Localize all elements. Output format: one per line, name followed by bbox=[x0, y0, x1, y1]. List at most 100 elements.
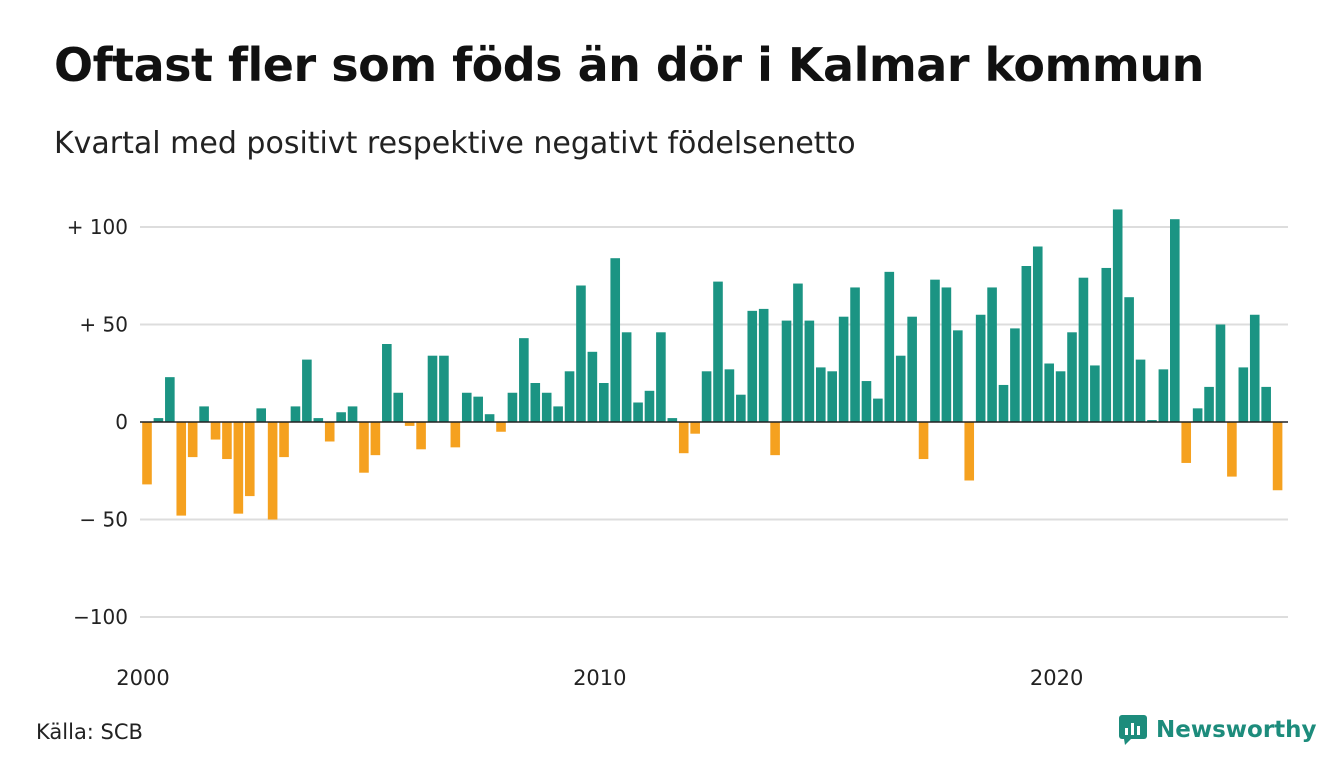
bar bbox=[713, 281, 723, 422]
brand-name: Newsworthy bbox=[1156, 717, 1317, 743]
bar bbox=[324, 422, 335, 442]
bar bbox=[233, 422, 244, 514]
bar bbox=[861, 381, 872, 422]
bar bbox=[1044, 363, 1054, 422]
bar bbox=[496, 422, 506, 432]
bar bbox=[907, 316, 917, 422]
bar bbox=[1204, 386, 1214, 422]
bar bbox=[279, 422, 289, 458]
bar bbox=[1090, 365, 1100, 422]
bar bbox=[1170, 219, 1180, 422]
bar bbox=[302, 359, 312, 422]
bar bbox=[176, 422, 187, 516]
bar bbox=[850, 287, 860, 422]
bar bbox=[678, 422, 689, 454]
bar bbox=[484, 414, 495, 422]
bar bbox=[838, 316, 849, 422]
bar bbox=[633, 402, 643, 422]
bar bbox=[370, 422, 381, 456]
bar bbox=[347, 406, 358, 422]
bar bbox=[393, 392, 404, 422]
bar bbox=[793, 283, 803, 422]
bar bbox=[1021, 266, 1032, 422]
bar bbox=[1215, 324, 1226, 422]
bars bbox=[142, 209, 1283, 520]
bar bbox=[1101, 267, 1112, 422]
bar bbox=[1124, 297, 1134, 422]
bar bbox=[461, 392, 472, 422]
bar bbox=[975, 314, 986, 422]
bar bbox=[1238, 367, 1249, 422]
bar bbox=[1112, 209, 1123, 422]
bar bbox=[1272, 422, 1283, 491]
x-tick-label: 2000 bbox=[116, 666, 169, 690]
bar bbox=[724, 369, 735, 422]
bar bbox=[1227, 422, 1237, 477]
bar bbox=[1147, 420, 1157, 422]
bar bbox=[621, 332, 632, 422]
bar bbox=[576, 285, 586, 422]
bar bbox=[895, 355, 906, 422]
bar bbox=[244, 422, 255, 497]
x-tick-label: 2020 bbox=[1030, 666, 1083, 690]
bar bbox=[1067, 332, 1077, 422]
bar bbox=[427, 355, 438, 422]
bar bbox=[313, 418, 324, 422]
bar bbox=[541, 392, 552, 422]
y-tick-label: 0 bbox=[115, 410, 128, 434]
bar bbox=[519, 338, 529, 422]
bar bbox=[210, 422, 221, 440]
bar bbox=[473, 396, 483, 422]
newsworthy-icon bbox=[1119, 715, 1147, 745]
bar bbox=[439, 355, 449, 422]
bar bbox=[781, 320, 792, 422]
bar bbox=[1261, 386, 1271, 422]
bar bbox=[1135, 359, 1146, 422]
bar bbox=[507, 392, 518, 422]
bar bbox=[667, 418, 678, 422]
bar bbox=[599, 383, 609, 422]
bar bbox=[142, 422, 152, 485]
brand-logo[interactable]: Newsworthy bbox=[1118, 714, 1317, 746]
bar bbox=[644, 390, 655, 422]
bar bbox=[1032, 246, 1043, 422]
bar bbox=[873, 398, 883, 422]
y-tick-label: + 100 bbox=[67, 215, 128, 239]
bar bbox=[530, 383, 541, 422]
bar bbox=[827, 371, 837, 422]
bar bbox=[382, 344, 392, 422]
bar bbox=[450, 422, 461, 448]
chart-subtitle: Kvartal med positivt respektive negativt… bbox=[54, 126, 856, 161]
bar bbox=[165, 377, 175, 422]
bar bbox=[964, 422, 975, 481]
bar bbox=[336, 412, 346, 422]
bar bbox=[404, 422, 415, 426]
y-tick-label: + 50 bbox=[79, 313, 128, 337]
bar bbox=[267, 422, 278, 520]
bar bbox=[1181, 422, 1192, 463]
bar bbox=[918, 422, 929, 460]
bar bbox=[884, 271, 895, 422]
y-tick-label: −100 bbox=[73, 605, 128, 629]
bar bbox=[553, 406, 563, 422]
bar bbox=[1158, 369, 1169, 422]
chart-title: Oftast fler som föds än dör i Kalmar kom… bbox=[54, 38, 1204, 92]
bar bbox=[953, 330, 963, 422]
bar bbox=[987, 287, 997, 422]
bar bbox=[701, 371, 712, 422]
bar bbox=[290, 406, 301, 422]
bar bbox=[359, 422, 369, 473]
bar-chart: + 100 + 50 0 − 50 −100 2000 2010 2020 bbox=[67, 209, 1288, 690]
bar bbox=[690, 422, 700, 434]
x-tick-label: 2010 bbox=[573, 666, 626, 690]
bar bbox=[564, 371, 575, 422]
bar bbox=[656, 332, 666, 422]
bar bbox=[930, 279, 940, 422]
bar bbox=[941, 287, 952, 422]
bar bbox=[770, 422, 780, 456]
bar bbox=[1055, 371, 1066, 422]
bar bbox=[199, 406, 209, 422]
bar bbox=[187, 422, 198, 458]
bar bbox=[758, 308, 769, 422]
bar bbox=[416, 422, 426, 450]
